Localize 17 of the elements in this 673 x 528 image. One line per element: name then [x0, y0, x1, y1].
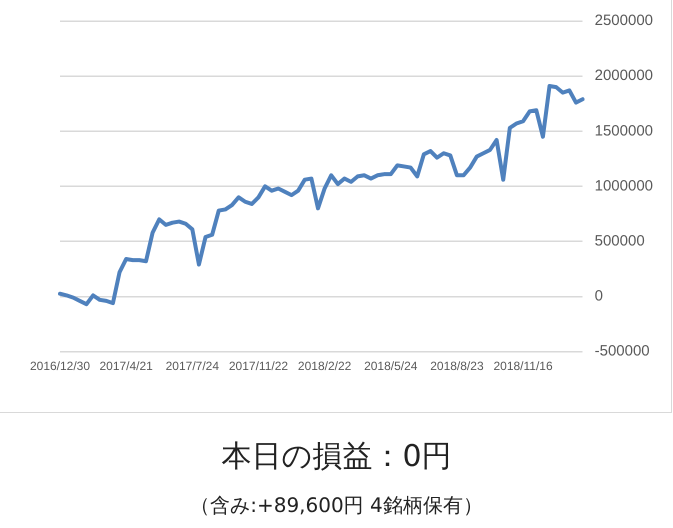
y-tick-label: 1000000	[594, 177, 654, 194]
y-tick-label: 500000	[594, 232, 645, 250]
y-tick-label: 0	[594, 288, 603, 305]
x-tick-label: 2018/5/24	[364, 359, 418, 374]
x-tick-label: 2018/8/23	[430, 359, 484, 374]
text: （含み:+89,600円 4銘柄保有）	[189, 492, 484, 519]
x-tick-label: 2017/11/22	[228, 359, 288, 374]
x-tick-label: 2018/11/16	[493, 359, 553, 374]
x-tick-label: 2016/12/30	[30, 359, 90, 374]
y-tick-label: 1500000	[594, 122, 654, 140]
text: 本日の損益：0円	[220, 438, 453, 476]
y-tick-label: -500000	[594, 342, 650, 360]
x-tick-label: 2018/2/22	[298, 359, 352, 374]
y-tick-label: 2000000	[594, 67, 654, 84]
y-tick-label: 2500000	[594, 12, 654, 30]
x-tick-label: 2017/7/24	[166, 359, 220, 374]
x-tick-label: 2017/4/21	[99, 359, 154, 374]
